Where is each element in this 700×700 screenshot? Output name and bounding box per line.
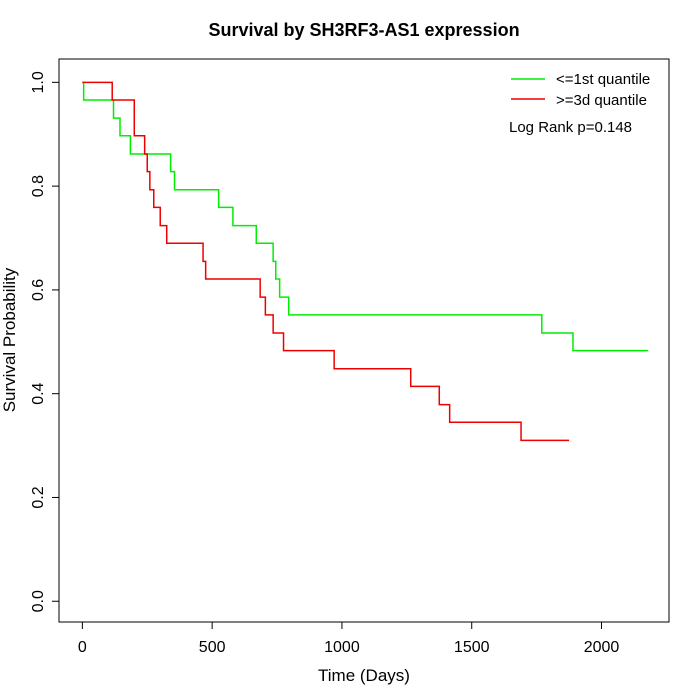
y-tick-label: 0.0 (30, 590, 47, 612)
legend-label-series-1: <=1st quantile (556, 71, 650, 88)
chart-title: Survival by SH3RF3-AS1 expression (208, 20, 519, 40)
x-tick-label: 2000 (584, 639, 620, 656)
series-layer (82, 81, 649, 442)
y-tick-label: 0.8 (30, 175, 47, 197)
y-axis: 0.0 0.2 0.4 0.6 0.8 1.0 (30, 71, 60, 612)
log-rank-annotation: Log Rank p=0.148 (509, 119, 632, 136)
survival-curve-series-2 (82, 81, 570, 442)
plot-frame (58, 58, 670, 623)
y-tick-label: 0.6 (30, 279, 47, 301)
y-axis-label: Survival Probability (0, 267, 19, 412)
y-tick-label: 0.4 (30, 382, 47, 404)
y-tick-label: 1.0 (30, 71, 47, 93)
y-tick-label: 0.2 (30, 486, 47, 508)
x-axis: 0 500 1000 1500 2000 (78, 621, 620, 656)
x-tick-label: 0 (78, 639, 87, 656)
x-tick-label: 1000 (324, 639, 360, 656)
x-tick-label: 500 (199, 639, 226, 656)
x-tick-label: 1500 (454, 639, 490, 656)
survival-curve-series-1 (82, 81, 649, 352)
legend: <=1st quantile >=3d quantile (511, 71, 650, 109)
legend-label-series-2: >=3d quantile (556, 92, 647, 109)
x-axis-label: Time (Days) (318, 666, 410, 685)
